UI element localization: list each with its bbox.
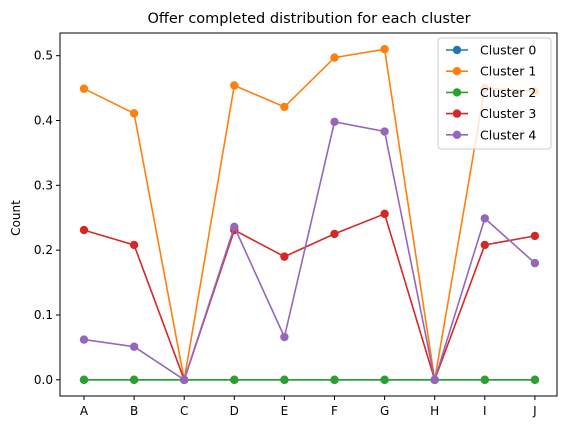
data-point-cluster-3: [530, 231, 540, 241]
x-tick-label: H: [430, 404, 439, 418]
legend-label: Cluster 1: [480, 64, 536, 79]
x-tick-label: C: [180, 404, 188, 418]
data-point-cluster-1: [380, 45, 389, 54]
data-point-cluster-4: [79, 335, 89, 344]
legend-swatch-marker: [452, 67, 462, 76]
legend-label: Cluster 3: [480, 106, 536, 121]
data-point-cluster-3: [480, 240, 489, 250]
legend-swatch-marker: [452, 45, 462, 55]
data-point-cluster-4: [430, 375, 439, 384]
data-point-cluster-3: [280, 252, 289, 261]
data-point-cluster-4: [480, 214, 489, 223]
data-point-cluster-4: [530, 258, 540, 268]
x-tick-label: G: [380, 404, 389, 418]
y-tick-label: 0.0: [34, 373, 53, 387]
legend-swatch-marker: [452, 109, 462, 118]
x-tick-label: J: [532, 404, 537, 418]
x-tick-label: E: [281, 404, 289, 418]
x-tick-label: I: [483, 404, 487, 418]
y-axis-label: Count: [9, 200, 23, 236]
data-point-cluster-3: [79, 225, 89, 235]
data-point-cluster-4: [230, 222, 239, 232]
data-point-cluster-1: [129, 109, 139, 118]
series-line-cluster-3: [83, 212, 536, 383]
data-point-cluster-4: [380, 127, 389, 136]
legend-swatch-marker: [452, 130, 462, 139]
data-point-cluster-2: [530, 375, 540, 384]
y-tick-label: 0.5: [34, 49, 53, 63]
x-tick-label: D: [230, 404, 239, 418]
legend-label: Cluster 2: [480, 85, 536, 100]
data-point-cluster-3: [129, 240, 139, 250]
data-point-cluster-4: [280, 332, 289, 342]
data-point-cluster-2: [230, 375, 239, 384]
data-point-cluster-4: [180, 375, 189, 384]
legend-label: Cluster 4: [480, 127, 536, 142]
data-point-cluster-4: [129, 342, 139, 351]
x-tick-label: A: [80, 404, 89, 418]
data-point-cluster-2: [380, 375, 389, 384]
data-point-cluster-2: [129, 375, 139, 384]
data-point-cluster-1: [280, 102, 289, 112]
data-point-cluster-3: [330, 229, 339, 239]
data-point-cluster-4: [330, 117, 339, 127]
data-point-cluster-1: [79, 84, 89, 93]
legend-box: [437, 37, 552, 150]
plot-frame: [59, 32, 558, 397]
series-line-cluster-4: [83, 120, 536, 382]
y-tick-label: 0.2: [34, 243, 53, 257]
legend-label: Cluster 0: [480, 43, 536, 58]
x-tick-label: F: [331, 404, 338, 418]
y-tick-label: 0.1: [34, 308, 53, 322]
legend-swatch-marker: [452, 88, 462, 97]
data-point-cluster-1: [230, 81, 239, 90]
data-point-cluster-2: [330, 375, 339, 384]
series-line-cluster-1: [83, 48, 535, 380]
legend: Cluster 0 Cluster 1 Cluster 2 Cluster 3 Clus…: [437, 37, 552, 150]
data-point-cluster-3: [380, 209, 389, 219]
data-point-cluster-1: [330, 53, 339, 62]
data-point-cluster-2: [79, 375, 89, 384]
y-tick-label: 0.3: [34, 178, 53, 192]
x-tick-label: B: [130, 404, 138, 418]
data-point-cluster-2: [280, 375, 289, 384]
y-tick-label: 0.4: [34, 114, 53, 128]
data-point-cluster-2: [480, 375, 489, 384]
plot-area: [79, 45, 540, 384]
chart-title: Offer completed distribution for each cl…: [147, 11, 470, 27]
